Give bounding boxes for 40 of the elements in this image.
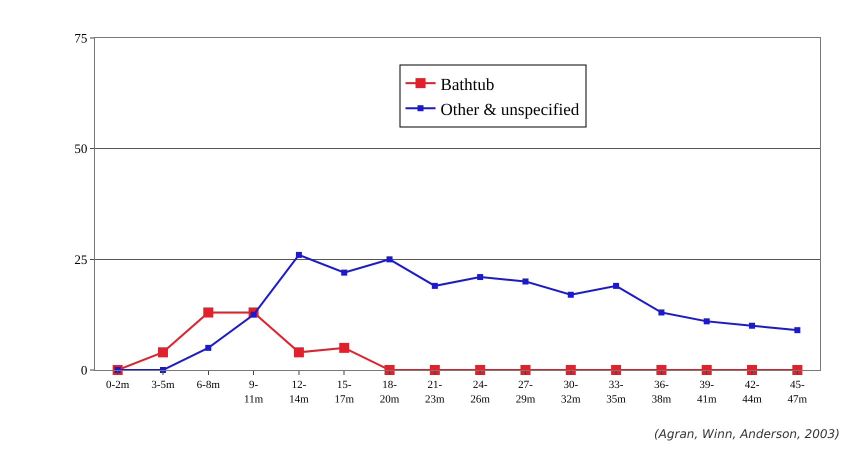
point bbox=[522, 278, 528, 284]
x-tick-label: 3-5m bbox=[151, 379, 176, 392]
x-tick-label: 12-14m bbox=[289, 379, 310, 406]
point bbox=[568, 292, 574, 298]
y-tick-label: 25 bbox=[74, 252, 88, 267]
x-tick-label: 27-29m bbox=[516, 379, 536, 406]
legend-label: Other & unspecified bbox=[440, 100, 580, 119]
x-tick-label: 15-17m bbox=[334, 379, 354, 406]
point bbox=[794, 327, 800, 334]
point bbox=[704, 318, 710, 324]
x-tick-label: 0-2m bbox=[106, 379, 130, 392]
point bbox=[296, 252, 302, 258]
point bbox=[613, 282, 620, 289]
x-tick-label: 39-41m bbox=[696, 379, 717, 406]
x-tick-label: 42-44m bbox=[742, 379, 762, 406]
y-tick-label: 0 bbox=[80, 362, 88, 378]
x-tick-label: 6-8m bbox=[196, 379, 220, 392]
x-tick-label: 21-23m bbox=[425, 379, 446, 406]
y-tick-label: 75 bbox=[74, 30, 88, 46]
x-tick-label: 45-47m bbox=[788, 379, 808, 406]
point bbox=[294, 347, 304, 358]
x-tick-label: 36-38m bbox=[652, 379, 672, 406]
x-tick-label: 9-11m bbox=[244, 379, 264, 406]
point bbox=[339, 342, 350, 353]
point bbox=[477, 274, 484, 280]
legend-label: Bathtub bbox=[440, 74, 494, 94]
x-tick-label: 24-26m bbox=[470, 379, 490, 406]
point bbox=[205, 344, 212, 351]
point bbox=[658, 309, 664, 316]
point bbox=[203, 307, 214, 318]
point bbox=[158, 347, 168, 358]
x-tick-label: 18-20m bbox=[380, 379, 400, 406]
point bbox=[341, 270, 348, 276]
point bbox=[386, 256, 393, 262]
point bbox=[749, 322, 756, 329]
x-tick-label: 30-32m bbox=[561, 379, 581, 406]
x-tick-label: 33-35m bbox=[606, 379, 626, 406]
point bbox=[432, 282, 438, 289]
text: (Agran, Winn, Anderson, 2003) bbox=[654, 427, 840, 441]
y-tick-label: 50 bbox=[74, 141, 88, 156]
